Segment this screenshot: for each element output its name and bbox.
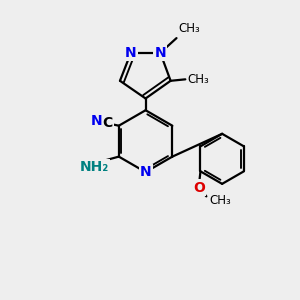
Text: N: N [125, 46, 137, 60]
Text: CH₃: CH₃ [179, 22, 201, 34]
Text: O: O [193, 181, 205, 194]
Text: C: C [102, 116, 112, 130]
Text: N: N [154, 46, 166, 60]
Text: CH₃: CH₃ [188, 73, 209, 86]
Text: N: N [90, 114, 102, 128]
Text: NH₂: NH₂ [80, 160, 109, 174]
Text: CH₃: CH₃ [209, 194, 231, 207]
Text: N: N [140, 165, 152, 179]
